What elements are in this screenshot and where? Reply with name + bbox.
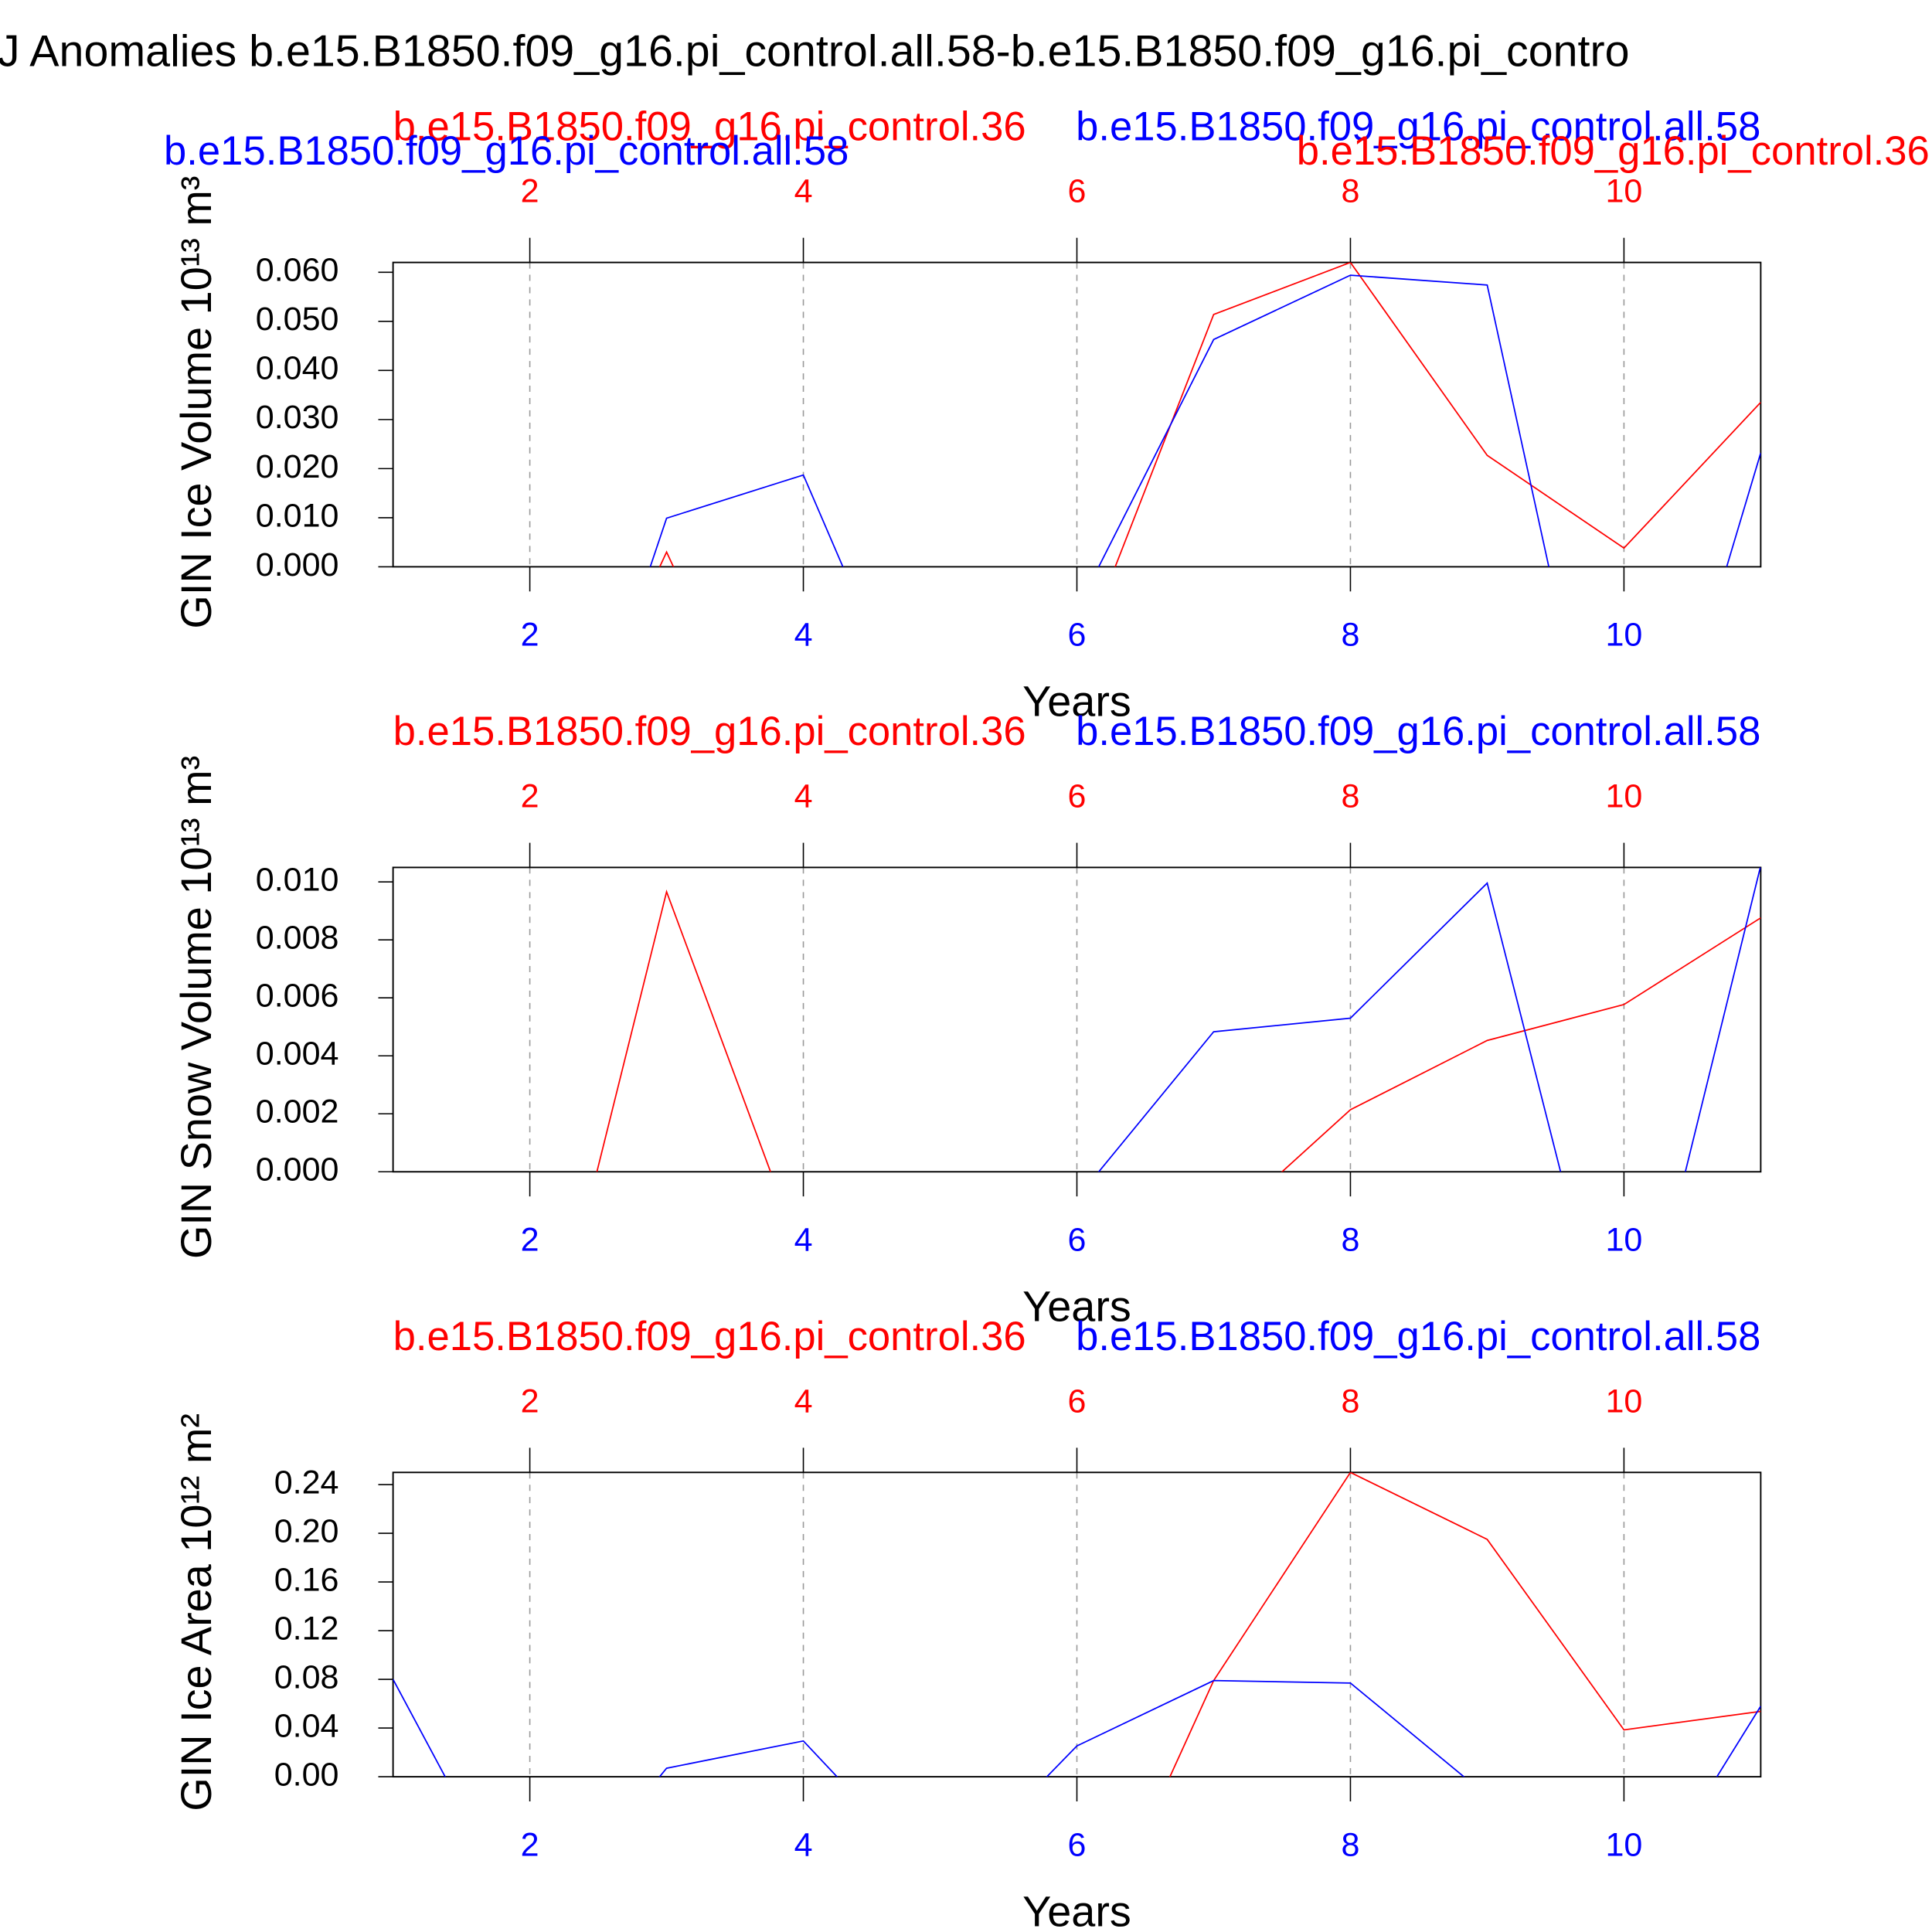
y-tick-label: 0.00 [274, 1756, 339, 1793]
series-line [1168, 1472, 1761, 1777]
x-tick-label: 10 [1605, 1826, 1642, 1863]
x-tick-label: 6 [1068, 1383, 1087, 1420]
plot-frame [392, 1471, 1762, 1778]
x-tick-label: 10 [1605, 617, 1642, 654]
x-tick-label: 6 [1068, 173, 1087, 210]
y-tick-label: 0.010 [256, 862, 339, 899]
y-tick-label: 0.20 [274, 1512, 339, 1549]
y-tick-label: 0.16 [274, 1561, 339, 1598]
series-line [596, 889, 1761, 1172]
y-tick-label: 0.050 [256, 301, 339, 338]
y-tick-label: 0.004 [256, 1036, 339, 1073]
x-tick-label: 4 [794, 1826, 813, 1863]
x-tick-label: 6 [1068, 1222, 1087, 1259]
x-tick-label: 10 [1605, 1222, 1642, 1259]
series-line [658, 262, 1761, 567]
series-name: b.e15.B1850.f09_g16.pi_control.36 [393, 104, 1026, 149]
x-tick-label: 6 [1068, 1826, 1087, 1863]
x-tick-label: 8 [1341, 617, 1359, 654]
x-axis-label: Years [1022, 677, 1131, 726]
y-tick-label: 0.000 [256, 546, 339, 583]
y-axis-label: GIN Ice Area 10¹² m² [172, 1413, 220, 1811]
y-tick-label: 0.010 [256, 497, 339, 534]
x-tick-label: 2 [521, 778, 539, 815]
y-tick-label: 0.008 [256, 920, 339, 957]
x-tick-label: 10 [1605, 1383, 1642, 1420]
x-tick-label: 8 [1341, 1222, 1359, 1259]
x-tick-label: 2 [521, 1383, 539, 1420]
plot-frame [392, 261, 1762, 568]
x-tick-label: 4 [794, 778, 813, 815]
y-tick-label: 0.08 [274, 1658, 339, 1696]
y-tick-label: 0.04 [274, 1707, 339, 1744]
series-name: b.e15.B1850.f09_g16.pi_control.36 [393, 709, 1026, 754]
x-tick-label: 6 [1068, 617, 1087, 654]
x-axis-label: Years [1022, 1282, 1131, 1331]
x-axis-label: Years [1022, 1886, 1131, 1932]
y-tick-label: 0.000 [256, 1151, 339, 1189]
y-tick-label: 0.060 [256, 252, 339, 289]
x-tick-label: 2 [521, 1222, 539, 1259]
series-line [393, 1679, 1761, 1777]
x-tick-label: 8 [1341, 778, 1359, 815]
x-tick-label: 4 [794, 617, 813, 654]
y-tick-label: 0.006 [256, 978, 339, 1015]
x-tick-label: 4 [794, 173, 813, 210]
y-tick-label: 0.030 [256, 399, 339, 436]
series-name: b.e15.B1850.f09_g16.pi_control.all.58 [1076, 709, 1760, 754]
x-tick-label: 2 [521, 617, 539, 654]
x-tick-label: 6 [1068, 778, 1087, 815]
x-tick-label: 10 [1605, 778, 1642, 815]
x-tick-label: 2 [521, 1826, 539, 1863]
x-tick-label: 4 [794, 1383, 813, 1420]
series-name: b.e15.B1850.f09_g16.pi_control.all.58 [1076, 104, 1760, 149]
series-name: b.e15.B1850.f09_g16.pi_control.all.58 [1076, 1314, 1760, 1359]
x-tick-label: 8 [1341, 1826, 1359, 1863]
x-tick-label: 2 [521, 173, 539, 210]
x-tick-label: 8 [1341, 173, 1359, 210]
x-tick-label: 4 [794, 1222, 813, 1259]
y-tick-label: 0.12 [274, 1610, 339, 1647]
plot-frame [392, 866, 1762, 1173]
x-tick-label: 8 [1341, 1383, 1359, 1420]
y-axis-label: GIN Ice Volume 10¹³ m³ [172, 176, 220, 629]
y-tick-label: 0.002 [256, 1094, 339, 1131]
y-tick-label: 0.24 [274, 1464, 339, 1501]
series-name: b.e15.B1850.f09_g16.pi_control.36 [1297, 128, 1930, 174]
y-tick-label: 0.020 [256, 448, 339, 485]
series-line [1097, 867, 1761, 1172]
y-tick-label: 0.040 [256, 350, 339, 387]
series-name: b.e15.B1850.f09_g16.pi_control.all.58 [164, 128, 849, 174]
series-line [649, 274, 1761, 567]
x-tick-label: 10 [1605, 173, 1642, 210]
y-axis-label: GIN Snow Volume 10¹³ m³ [172, 756, 220, 1259]
series-name: b.e15.B1850.f09_g16.pi_control.36 [393, 1314, 1026, 1359]
chart-title: J Anomalies b.e15.B1850.f09_g16.pi_contr… [0, 26, 1630, 76]
